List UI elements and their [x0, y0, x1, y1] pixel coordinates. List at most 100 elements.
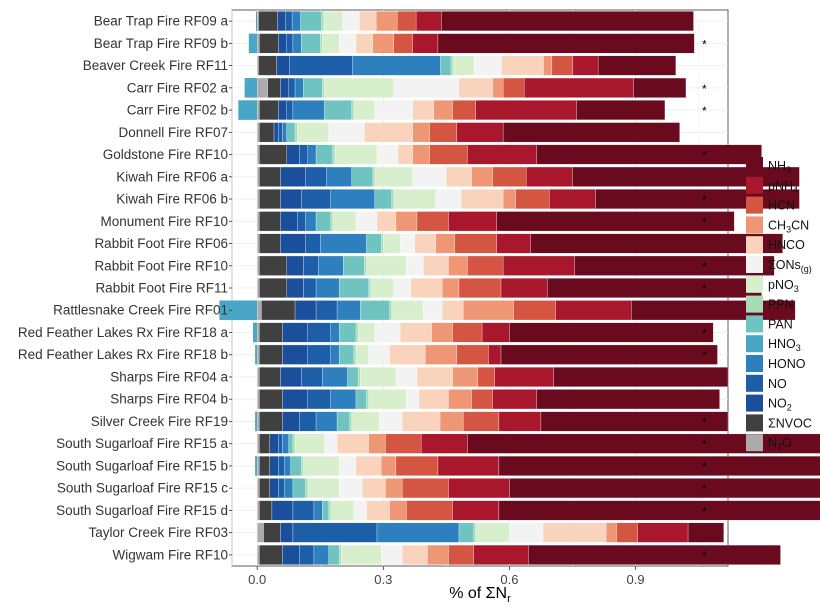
bar-segment-N2O: [257, 455, 260, 476]
significance-star: *: [702, 504, 707, 518]
legend-swatch: [746, 394, 763, 412]
bar-segment-pNH4: [437, 455, 500, 476]
category-label: Rabbit Foot Fire RF06: [94, 236, 228, 251]
bar-segment-PPN: [339, 544, 342, 565]
legend-label: pNH4: [768, 179, 798, 195]
bar-segment-ONs: [376, 144, 399, 165]
bar-segment-NO: [286, 100, 294, 121]
bar-segment-CH3CN: [431, 322, 453, 343]
bar-segment-HNO3: [255, 344, 258, 365]
significance-star: *: [702, 460, 707, 474]
category-label: Rabbit Foot Fire RF11: [95, 281, 228, 296]
bar-segment-NH3: [572, 166, 800, 187]
bar-segment-NO: [292, 522, 378, 543]
bar-segment-pNO3: [353, 100, 376, 121]
bar-segment-NO: [307, 322, 331, 343]
bar-segment-NO2: [271, 500, 294, 521]
bar-segment-CH3CN: [471, 166, 493, 187]
bar-stack: [219, 300, 796, 321]
bar-segment-pNO3: [360, 367, 397, 387]
bar-segment-HCN: [551, 55, 574, 76]
bar-stack: [257, 389, 720, 410]
legend-swatch: [746, 176, 763, 194]
bar-segment-NVOC: [259, 411, 283, 432]
bar-segment-HNCO: [402, 544, 428, 565]
bar-segment-HNCO: [364, 122, 413, 143]
bar-segment-ONs: [473, 55, 502, 76]
bar-segment-HNCO: [402, 411, 441, 432]
bar-segment-HCN: [502, 77, 525, 98]
bar-segment-NO2: [286, 278, 304, 298]
bar-segment-PPN: [364, 255, 367, 276]
bar-segment-PAN: [336, 411, 350, 432]
bar-segment-NO: [299, 411, 317, 432]
legend-label: N2O: [768, 436, 792, 452]
bar-stack: [257, 166, 800, 187]
bar-segment-CH3CN: [389, 500, 407, 521]
bar-segment-HCN: [471, 389, 493, 410]
bar-segment-NVOC: [259, 122, 275, 143]
bar-segment-NVOC: [263, 522, 281, 543]
bar-segment-HCN: [429, 144, 468, 165]
bar-segment-ONs: [328, 122, 365, 143]
bar-segment-N2O: [257, 33, 260, 54]
bar-segment-HCN: [477, 367, 495, 387]
bar-segment-pNH4: [637, 522, 689, 543]
bar-segment-NO2: [269, 455, 279, 476]
bar-segment-PAN: [300, 11, 322, 32]
bar-segment-HONO: [284, 478, 294, 499]
legend-item-HCN: HCN: [746, 196, 795, 214]
category-label: Monument Fire RF10: [100, 214, 228, 229]
bar-segment-ONs: [339, 478, 363, 499]
bar-segment-pNO3: [393, 189, 437, 209]
bar-stack: [257, 189, 800, 209]
bar-segment-NVOC: [259, 367, 281, 387]
bar-segment-NO: [303, 278, 317, 298]
bar-segment-HCN: [452, 100, 476, 121]
bar-segment-HNCO: [410, 278, 443, 298]
bar-segment-NVOC: [259, 233, 281, 254]
category-label: Taylor Creek Fire RF03: [88, 525, 228, 540]
bar-stack: [257, 233, 783, 254]
significance-star: *: [702, 193, 707, 207]
bar-segment-NH3: [502, 122, 680, 143]
bar-segment-PAN: [366, 233, 382, 254]
bar-segment-NO2: [280, 166, 306, 187]
bar-segment-HONO: [292, 33, 302, 54]
significance-star: *: [702, 549, 707, 563]
significance-star: *: [702, 349, 707, 363]
bar-segment-N2O: [257, 77, 268, 98]
significance-star: *: [702, 415, 707, 429]
bar-segment-PAN: [315, 144, 334, 165]
bar-segment-HCN: [492, 166, 527, 187]
bar-segment-pNH4: [467, 144, 537, 165]
legend-label: NO2: [768, 397, 792, 413]
bar-stack: [257, 211, 735, 232]
bar-segment-ONs: [435, 189, 462, 209]
bar-segment-NVOC: [259, 189, 281, 209]
bar-segment-CH3CN: [395, 211, 418, 232]
bar-segment-pNH4: [448, 211, 497, 232]
bar-segment-HNO3: [244, 78, 258, 98]
bar-segment-PPN: [353, 344, 357, 365]
significance-star: *: [702, 438, 707, 452]
bar-segment-NO: [301, 189, 331, 209]
bar-segment-ONs: [353, 500, 367, 521]
category-label: Carr Fire RF02 a: [127, 80, 229, 95]
bar-segment-HNCO: [389, 344, 426, 365]
bar-segment-pNO3: [366, 255, 407, 276]
bar-segment-HONO: [352, 55, 441, 76]
bar-segment-NO: [292, 500, 315, 521]
bar-segment-HCN: [454, 233, 497, 254]
bar-segment-pNH4: [572, 55, 599, 76]
bar-segment-PAN: [355, 389, 367, 410]
bar-segment-ONs: [368, 344, 390, 365]
bar-segment-N2O: [257, 544, 260, 565]
bar-segment-CH3CN: [435, 233, 455, 254]
bar-segment-PPN: [294, 122, 298, 143]
bar-segment-NO2: [282, 344, 308, 365]
legend-label: ΣNVOC: [768, 416, 812, 430]
bar-segment-CH3CN: [492, 77, 504, 98]
bar-segment-NH3: [540, 411, 729, 432]
bar-segment-HONO: [307, 144, 317, 165]
